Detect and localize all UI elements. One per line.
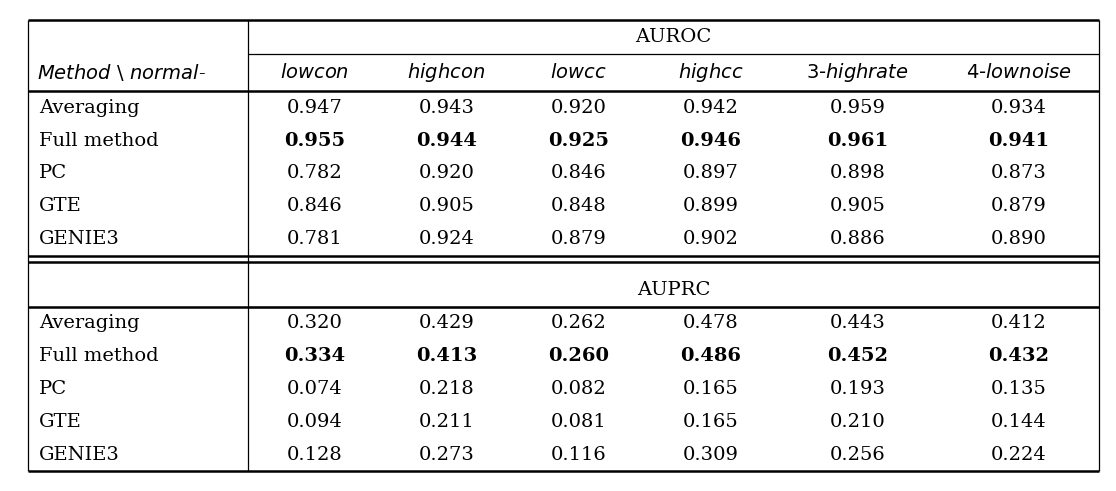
- Text: 0.320: 0.320: [286, 314, 343, 332]
- Text: 0.165: 0.165: [683, 380, 739, 398]
- Text: 0.873: 0.873: [991, 164, 1047, 183]
- Text: 0.260: 0.260: [548, 347, 609, 365]
- Text: 0.902: 0.902: [683, 230, 739, 248]
- Text: 0.848: 0.848: [550, 197, 606, 216]
- Text: 0.165: 0.165: [683, 413, 739, 431]
- Text: 0.781: 0.781: [287, 230, 343, 248]
- Text: 0.211: 0.211: [418, 413, 474, 431]
- Text: GENIE3: GENIE3: [39, 446, 119, 464]
- Text: 0.256: 0.256: [829, 446, 885, 464]
- Text: 0.886: 0.886: [829, 230, 885, 248]
- Text: 0.082: 0.082: [550, 380, 606, 398]
- Text: 0.782: 0.782: [287, 164, 343, 183]
- Text: 0.925: 0.925: [548, 132, 609, 150]
- Text: PC: PC: [39, 380, 67, 398]
- Text: 0.273: 0.273: [418, 446, 474, 464]
- Text: 0.413: 0.413: [415, 347, 477, 365]
- Text: $\mathit{highcon}$: $\mathit{highcon}$: [407, 61, 485, 84]
- Text: 0.081: 0.081: [550, 413, 606, 431]
- Text: 0.309: 0.309: [683, 446, 739, 464]
- Text: 0.262: 0.262: [550, 314, 606, 332]
- Text: 0.879: 0.879: [550, 230, 606, 248]
- Text: 0.116: 0.116: [550, 446, 606, 464]
- Text: 0.432: 0.432: [989, 347, 1049, 365]
- Text: 0.924: 0.924: [418, 230, 474, 248]
- Text: $\mathit{highcc}$: $\mathit{highcc}$: [677, 61, 743, 84]
- Text: 0.942: 0.942: [683, 99, 739, 117]
- Text: PC: PC: [39, 164, 67, 183]
- Text: 0.934: 0.934: [991, 99, 1047, 117]
- Text: 0.224: 0.224: [991, 446, 1047, 464]
- Text: 0.135: 0.135: [991, 380, 1047, 398]
- Text: 0.193: 0.193: [829, 380, 886, 398]
- Text: 0.846: 0.846: [550, 164, 606, 183]
- Text: 0.947: 0.947: [286, 99, 343, 117]
- Text: 0.074: 0.074: [287, 380, 343, 398]
- Text: Averaging: Averaging: [39, 99, 140, 117]
- Text: 0.846: 0.846: [287, 197, 343, 216]
- Text: AUROC: AUROC: [636, 27, 712, 46]
- Text: GTE: GTE: [39, 197, 81, 216]
- Text: 0.144: 0.144: [991, 413, 1047, 431]
- Text: 0.879: 0.879: [991, 197, 1047, 216]
- Text: 0.412: 0.412: [991, 314, 1047, 332]
- Text: 0.429: 0.429: [418, 314, 474, 332]
- Text: 0.443: 0.443: [829, 314, 886, 332]
- Text: 0.920: 0.920: [418, 164, 474, 183]
- Text: 0.890: 0.890: [991, 230, 1047, 248]
- Text: 0.961: 0.961: [827, 132, 888, 150]
- Text: 0.905: 0.905: [418, 197, 474, 216]
- Text: 0.959: 0.959: [829, 99, 886, 117]
- Text: 0.944: 0.944: [416, 132, 477, 150]
- Text: 0.946: 0.946: [680, 132, 741, 150]
- Text: 0.898: 0.898: [829, 164, 886, 183]
- Text: $\mathit{4\text{-}lownoise}$: $\mathit{4\text{-}lownoise}$: [966, 63, 1071, 82]
- Text: Averaging: Averaging: [39, 314, 140, 332]
- Text: 0.897: 0.897: [683, 164, 739, 183]
- Text: $\mathit{lowcon}$: $\mathit{lowcon}$: [280, 63, 348, 82]
- Text: GTE: GTE: [39, 413, 81, 431]
- Text: AUPRC: AUPRC: [637, 281, 711, 299]
- Text: 0.128: 0.128: [287, 446, 343, 464]
- Text: Full method: Full method: [39, 132, 158, 150]
- Text: 0.941: 0.941: [989, 132, 1049, 150]
- Text: 0.905: 0.905: [829, 197, 886, 216]
- Text: 0.478: 0.478: [683, 314, 739, 332]
- Text: $\mathit{3\text{-}highrate}$: $\mathit{3\text{-}highrate}$: [806, 61, 908, 84]
- Text: $\mathit{Method}\ \backslash\ \mathit{normal}$-: $\mathit{Method}\ \backslash\ \mathit{no…: [37, 62, 205, 83]
- Text: 0.210: 0.210: [829, 413, 885, 431]
- Text: GENIE3: GENIE3: [39, 230, 119, 248]
- Text: Full method: Full method: [39, 347, 158, 365]
- Text: 0.094: 0.094: [286, 413, 343, 431]
- Text: 0.486: 0.486: [680, 347, 741, 365]
- Text: 0.943: 0.943: [418, 99, 474, 117]
- Text: $\mathit{lowcc}$: $\mathit{lowcc}$: [550, 63, 607, 82]
- Text: 0.218: 0.218: [418, 380, 474, 398]
- Text: 0.899: 0.899: [683, 197, 739, 216]
- Text: 0.920: 0.920: [550, 99, 606, 117]
- Text: 0.955: 0.955: [283, 132, 345, 150]
- Text: 0.452: 0.452: [827, 347, 888, 365]
- Text: 0.334: 0.334: [283, 347, 345, 365]
